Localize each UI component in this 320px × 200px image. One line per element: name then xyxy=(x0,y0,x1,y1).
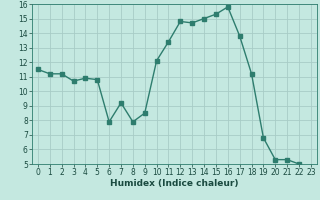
X-axis label: Humidex (Indice chaleur): Humidex (Indice chaleur) xyxy=(110,179,239,188)
